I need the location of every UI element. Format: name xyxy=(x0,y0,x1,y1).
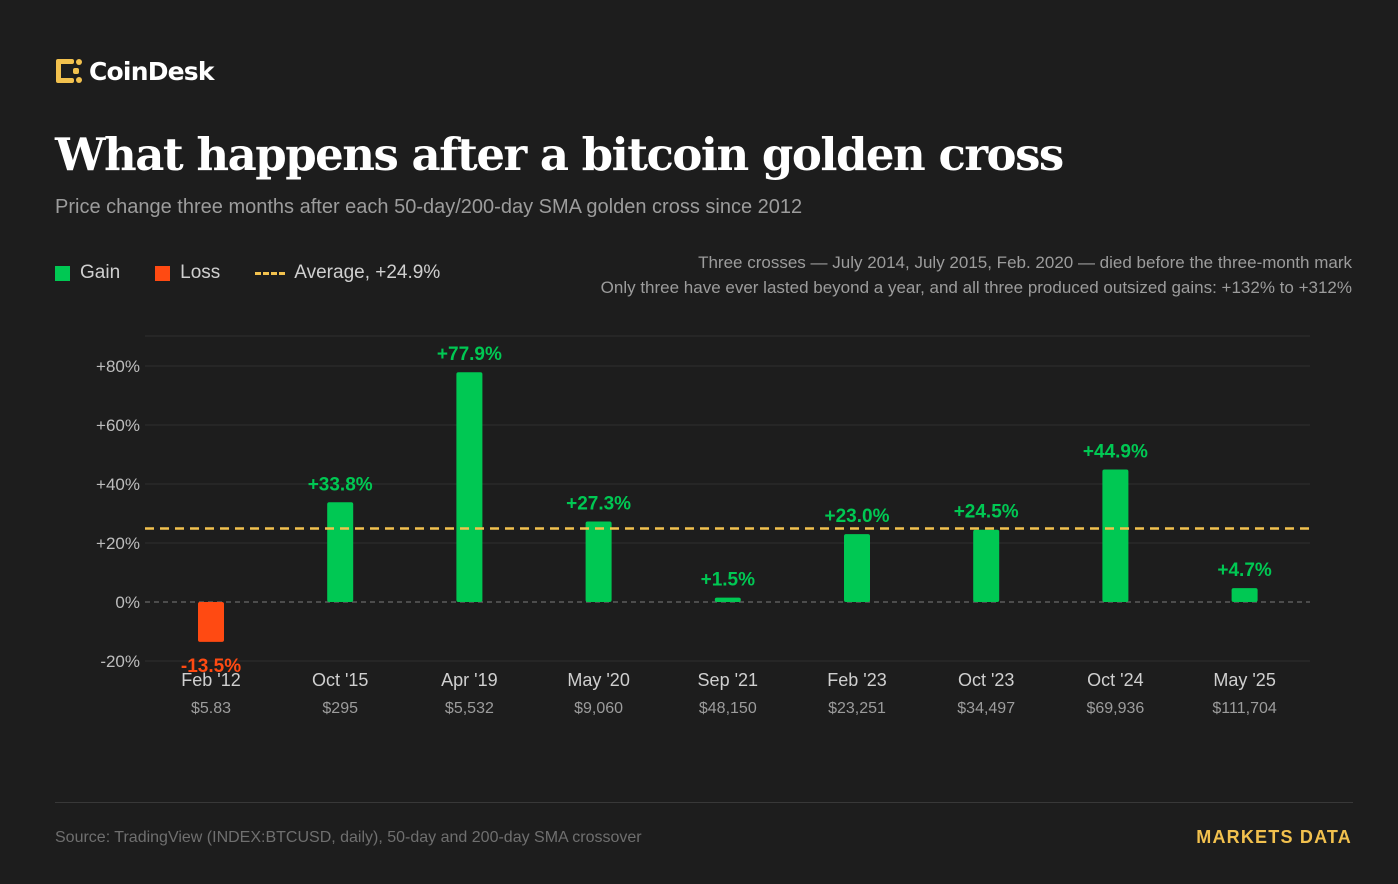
source-note: Source: TradingView (INDEX:BTCUSD, daily… xyxy=(55,829,642,846)
price-label: $295 xyxy=(322,700,358,717)
chart-title: What happens after a bitcoin golden cros… xyxy=(55,128,1064,181)
legend-gain-label: Gain xyxy=(80,262,121,283)
price-label: $111,704 xyxy=(1212,700,1276,717)
bar xyxy=(456,372,483,602)
legend-average-label: Average, +24.9% xyxy=(294,262,441,283)
x-tick-label: Feb '12 xyxy=(181,670,240,690)
coindesk-logo-icon xyxy=(56,59,82,83)
chart-notes: Three crosses — July 2014, July 2015, Fe… xyxy=(601,250,1352,300)
y-tick-label: +60% xyxy=(96,416,140,435)
bar xyxy=(973,529,1000,602)
bar-value-label: +4.7% xyxy=(1217,560,1272,581)
gain-swatch xyxy=(55,265,70,281)
footer-divider xyxy=(55,802,1353,803)
bar-value-label: +27.3% xyxy=(566,493,631,514)
price-label: $34,497 xyxy=(957,700,1015,717)
bar-value-label: -13.5% xyxy=(181,656,241,677)
x-tick-label: Apr '19 xyxy=(441,670,497,690)
legend-average: Average, +24.9% xyxy=(255,262,440,284)
price-label: $48,150 xyxy=(699,700,757,717)
brand-name: CoinDesk xyxy=(89,56,215,86)
average-swatch xyxy=(255,271,286,275)
bar xyxy=(714,597,741,602)
x-tick-label: Oct '24 xyxy=(1087,670,1143,690)
markets-data-tag: MARKETS DATA xyxy=(1196,827,1352,847)
bar xyxy=(327,502,354,602)
bar-value-label: +44.9% xyxy=(1083,442,1148,463)
x-tick-label: May '25 xyxy=(1213,670,1275,690)
bar xyxy=(1102,469,1129,602)
loss-swatch xyxy=(155,265,171,281)
price-label: $69,936 xyxy=(1086,700,1144,717)
bar-value-label: +33.8% xyxy=(308,474,373,495)
bar-value-label: +24.5% xyxy=(954,502,1019,523)
legend-gain: Gain xyxy=(55,262,120,284)
y-tick-label: +80% xyxy=(96,357,140,376)
y-tick-label: +20% xyxy=(96,534,140,553)
x-tick-label: May '20 xyxy=(567,670,629,690)
price-label: $5.83 xyxy=(191,700,231,717)
bar xyxy=(1231,588,1258,602)
x-tick-label: Sep '21 xyxy=(698,670,759,690)
bar-value-label: +23.0% xyxy=(825,506,890,527)
price-label: $5,532 xyxy=(445,700,494,717)
y-tick-label: 0% xyxy=(115,593,140,612)
y-tick-label: -20% xyxy=(100,652,140,671)
legend-loss: Loss xyxy=(155,262,220,284)
chart-legend: Gain Loss Average, +24.9% xyxy=(55,262,475,284)
bar xyxy=(198,602,224,642)
x-tick-label: Feb '23 xyxy=(827,670,886,690)
price-label: $23,251 xyxy=(828,700,886,717)
bar xyxy=(844,534,870,602)
note-line-1: Three crosses — July 2014, July 2015, Fe… xyxy=(698,253,1352,272)
coindesk-logo: CoinDesk xyxy=(55,55,215,87)
bar-value-label: +77.9% xyxy=(437,344,502,365)
price-label: $9,060 xyxy=(574,700,623,717)
x-tick-label: Oct '15 xyxy=(312,670,368,690)
note-line-2: Only three have ever lasted beyond a yea… xyxy=(600,278,1352,297)
y-tick-label: +40% xyxy=(96,475,140,494)
bar xyxy=(585,521,612,602)
bar-chart: +80% +60% +40% +20% 0% -20% -13.5%Feb '12 $5.83… xyxy=(96,335,1310,717)
bar-value-label: +1.5% xyxy=(701,570,756,591)
chart-subtitle: Price change three months after each 50-… xyxy=(55,196,803,218)
x-tick-label: Oct '23 xyxy=(958,670,1014,690)
legend-loss-label: Loss xyxy=(180,262,221,283)
